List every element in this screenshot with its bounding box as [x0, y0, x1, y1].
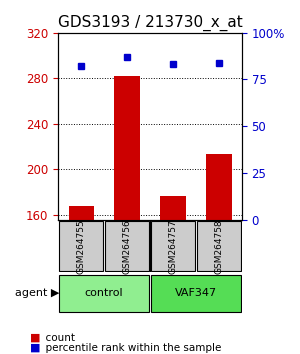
FancyBboxPatch shape [59, 275, 149, 312]
Text: GSM264757: GSM264757 [169, 219, 178, 274]
Text: control: control [85, 288, 123, 298]
FancyBboxPatch shape [151, 275, 241, 312]
Text: percentile rank within the sample: percentile rank within the sample [39, 343, 221, 353]
Bar [115, 76, 140, 220]
Text: GSM264756: GSM264756 [123, 219, 132, 274]
Bar [68, 206, 94, 220]
Text: GSM264758: GSM264758 [214, 219, 224, 274]
Text: ■: ■ [30, 333, 40, 343]
Text: GSM264755: GSM264755 [77, 219, 86, 274]
FancyBboxPatch shape [59, 221, 103, 271]
FancyBboxPatch shape [151, 221, 195, 271]
Text: agent ▶: agent ▶ [15, 288, 59, 298]
Bar [160, 196, 186, 220]
Text: ■: ■ [30, 343, 40, 353]
Text: VAF347: VAF347 [175, 288, 217, 298]
Text: count: count [39, 333, 75, 343]
FancyBboxPatch shape [197, 221, 241, 271]
Bar [206, 154, 232, 220]
Title: GDS3193 / 213730_x_at: GDS3193 / 213730_x_at [58, 15, 242, 31]
FancyBboxPatch shape [105, 221, 149, 271]
